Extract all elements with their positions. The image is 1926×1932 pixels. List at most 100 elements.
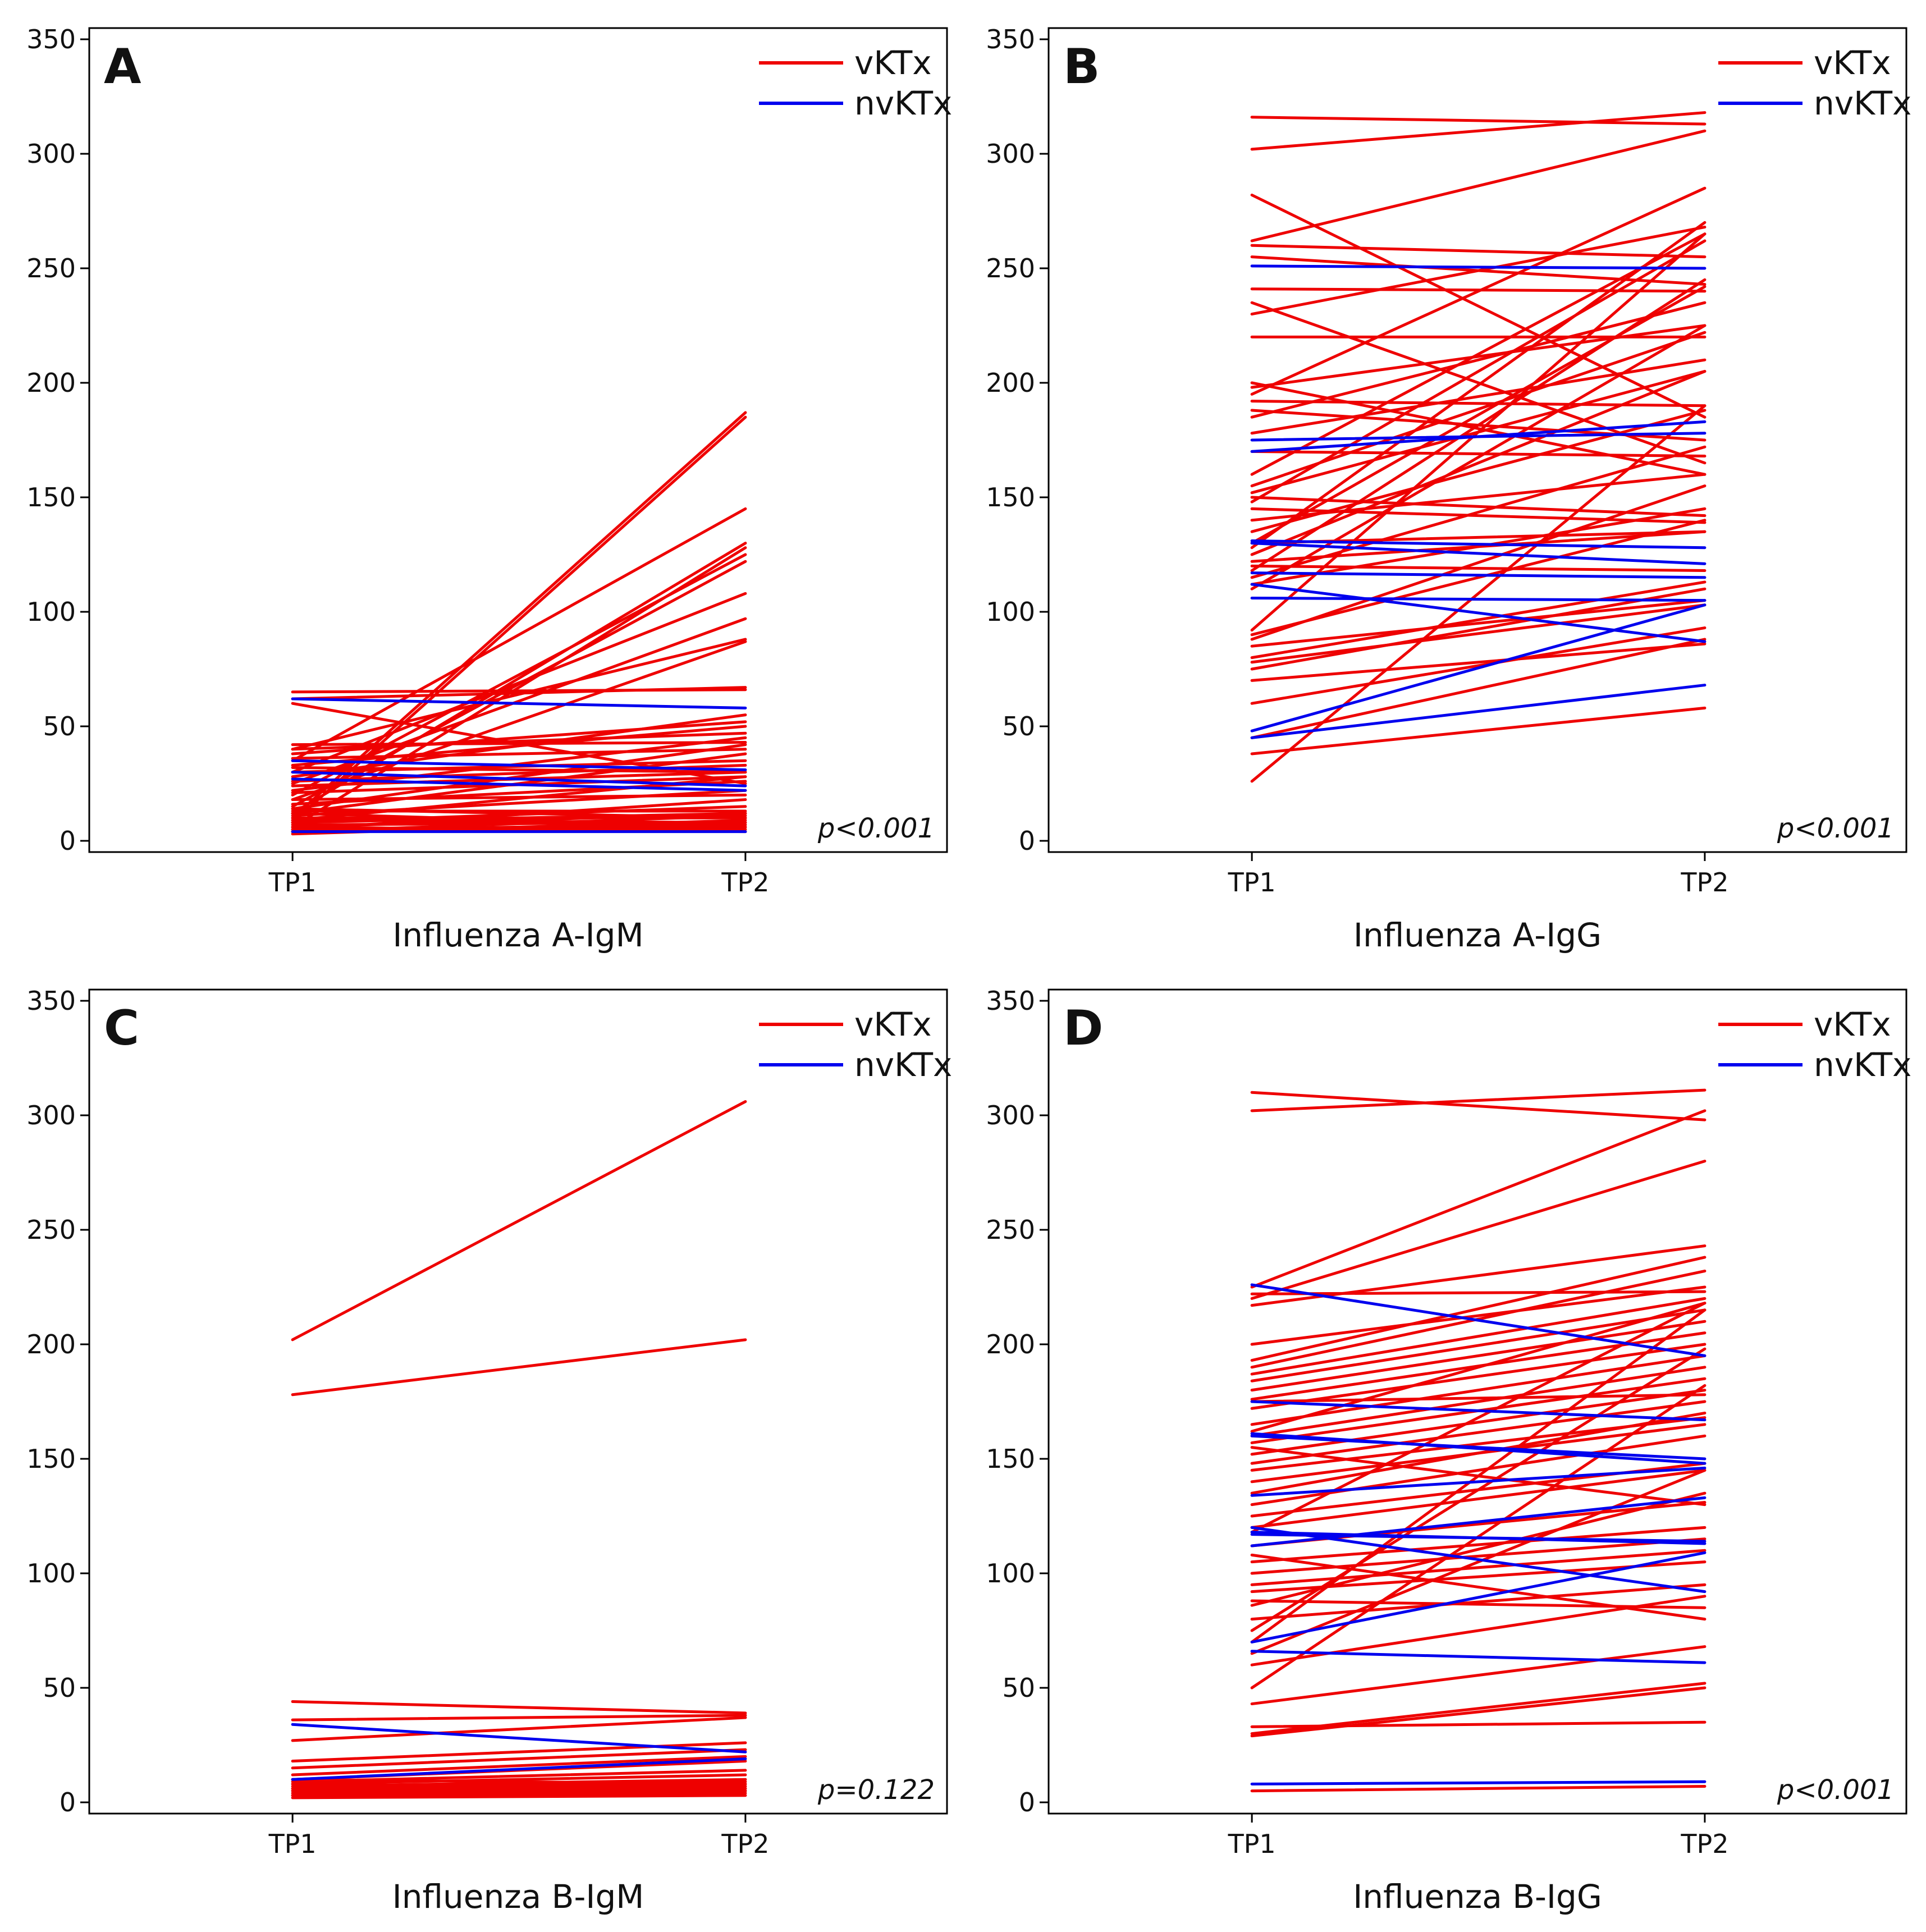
- series-line-vKTx: [291, 411, 747, 820]
- p-value: p<0.001: [1777, 1774, 1894, 1806]
- series-line-vKTx: [291, 1714, 747, 1722]
- series-line-nvKTx: [1250, 1780, 1707, 1786]
- series-line-vKTx: [1250, 1343, 1707, 1410]
- series-line-vKTx: [1250, 1491, 1707, 1607]
- panel-letter: D: [1063, 1000, 1103, 1056]
- panel-b: 0 50 100 150 200 250 300 350 TP1 TP2 Influenza A-I…: [986, 24, 1911, 954]
- series-line-vKTx: [1250, 324, 1707, 389]
- y-tick-label: 300: [26, 139, 76, 169]
- series-line-vKTx: [1250, 1645, 1707, 1706]
- series-line-vKTx: [1250, 129, 1707, 242]
- series-line-vKTx: [291, 793, 747, 802]
- x-tick-label: TP2: [721, 867, 769, 898]
- y-tick-label: 0: [60, 1787, 76, 1817]
- series-line-vKTx: [1250, 1320, 1707, 1392]
- series-line-vKTx: [1250, 221, 1707, 550]
- series-line-vKTx: [1250, 301, 1707, 419]
- y-tick-label: 200: [26, 1329, 76, 1359]
- y-tick-label: 50: [1002, 711, 1035, 741]
- y-tick-label: 0: [1019, 1787, 1035, 1817]
- x-tick-label: TP2: [721, 1829, 769, 1859]
- series-line-vKTx: [291, 1755, 747, 1777]
- series-line-vKTx: [1250, 1389, 1707, 1456]
- y-tick-label: 50: [43, 1673, 76, 1703]
- series-line-vKTx: [291, 818, 747, 824]
- series-line-vKTx: [291, 1716, 747, 1742]
- series-line-vKTx: [291, 1741, 747, 1763]
- y-tick-label: 300: [986, 1100, 1035, 1130]
- series-line-vKTx: [291, 748, 747, 760]
- series-lines: [291, 1100, 747, 1800]
- y-tick-label: 150: [986, 1444, 1035, 1474]
- legend-label-vKTx: vKTx: [1814, 44, 1891, 82]
- series-line-nvKTx: [291, 1723, 747, 1754]
- y-tick-label: 350: [26, 24, 76, 54]
- series-line-vKTx: [1250, 226, 1707, 316]
- series-line-vKTx: [1250, 1411, 1707, 1495]
- series-line-nvKTx: [1250, 264, 1707, 270]
- series-line-vKTx: [1250, 1393, 1707, 1403]
- series-line-vKTx: [291, 731, 747, 751]
- series-line-vKTx: [1250, 706, 1707, 756]
- series-line-vKTx: [291, 780, 747, 806]
- series-line-vKTx: [1250, 400, 1707, 408]
- x-tick-label: TP2: [1680, 1829, 1728, 1859]
- series-line-nvKTx: [1250, 571, 1707, 579]
- series-line-vKTx: [1250, 599, 1707, 648]
- series-lines: [291, 411, 747, 836]
- series-line-vKTx: [1250, 1686, 1707, 1738]
- p-value: p<0.001: [1777, 813, 1894, 844]
- series-line-vKTx: [1250, 1583, 1707, 1621]
- y-tick-label: 100: [26, 597, 76, 627]
- series-line-nvKTx: [1250, 1551, 1707, 1643]
- series-line-vKTx: [1250, 1109, 1707, 1289]
- series-line-vKTx: [1250, 1088, 1707, 1112]
- panel-letter: B: [1063, 39, 1100, 95]
- legend-label-vKTx: vKTx: [854, 44, 932, 82]
- series-line-nvKTx: [1250, 539, 1707, 550]
- series-line-vKTx: [1250, 626, 1707, 705]
- series-line-vKTx: [1250, 1285, 1707, 1346]
- y-tick-label: 300: [986, 139, 1035, 169]
- x-axis-label: Influenza B-IgG: [1353, 1878, 1602, 1916]
- series-line-vKTx: [291, 725, 747, 767]
- series-line-vKTx: [291, 1773, 747, 1786]
- series-line-vKTx: [1250, 244, 1707, 259]
- series-line-nvKTx: [291, 1757, 747, 1781]
- series-line-vKTx: [1250, 1366, 1707, 1437]
- series-line-vKTx: [291, 1338, 747, 1397]
- x-axis-label: Influenza B-IgM: [392, 1878, 644, 1916]
- series-line-vKTx: [1250, 1553, 1707, 1621]
- series-line-vKTx: [1250, 1308, 1707, 1382]
- series-line-vKTx: [291, 1782, 747, 1791]
- series-line-vKTx: [1250, 324, 1707, 590]
- y-tick-label: 0: [1019, 826, 1035, 856]
- series-line-vKTx: [291, 592, 747, 774]
- y-tick-label: 100: [986, 597, 1035, 627]
- series-line-vKTx: [291, 766, 747, 774]
- series-line-vKTx: [291, 1787, 747, 1793]
- plot-frame: [1047, 988, 1907, 1815]
- series-line-vKTx: [1250, 1526, 1707, 1564]
- series-line-vKTx: [1250, 409, 1707, 533]
- y-tick-label: 350: [26, 986, 76, 1016]
- y-tick-label: 0: [60, 826, 76, 856]
- series-line-vKTx: [1250, 232, 1707, 476]
- x-tick-label: TP2: [1680, 867, 1728, 898]
- series-line-nvKTx: [291, 697, 747, 709]
- series-line-vKTx: [291, 1794, 747, 1800]
- series-lines: [1250, 111, 1707, 783]
- p-value: p<0.001: [817, 813, 935, 844]
- y-tick-label: 50: [1002, 1673, 1035, 1703]
- y-tick-label: 300: [26, 1100, 76, 1130]
- plot-frame: [1047, 27, 1907, 853]
- series-line-vKTx: [1250, 1302, 1707, 1534]
- series-line-vKTx: [1250, 1682, 1707, 1736]
- legend-label-nvKTx: nvKTx: [854, 84, 952, 122]
- series-line-vKTx: [1250, 450, 1707, 458]
- y-tick-label: 200: [986, 368, 1035, 398]
- series-line-vKTx: [1250, 484, 1707, 641]
